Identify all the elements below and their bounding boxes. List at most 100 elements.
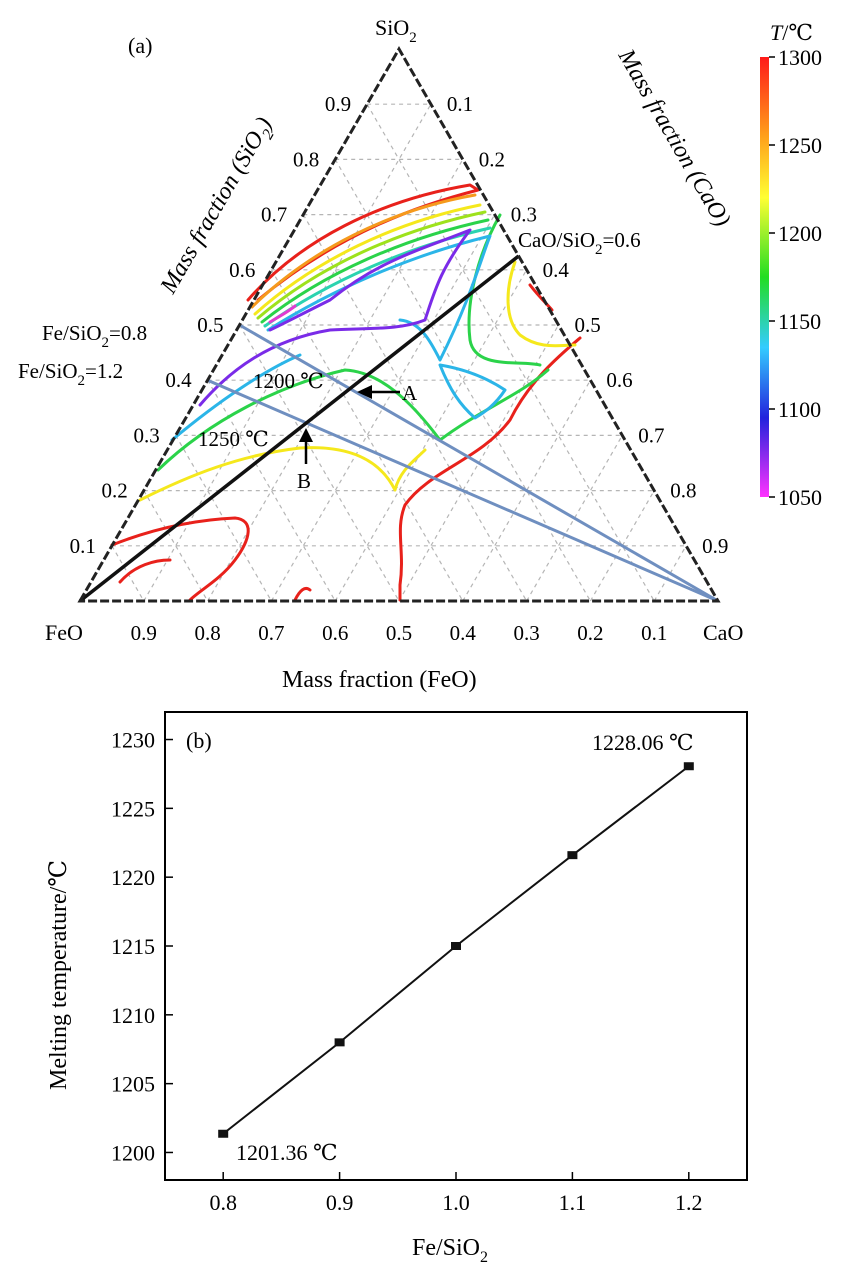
ternary-ticks: 0.9 0.8 0.7 0.6 0.5 0.4 0.3 0.2 0.1 0.1 0.2 0.3 0.4 0… xyxy=(70,92,729,645)
tick-sio2: 0.9 xyxy=(325,92,351,116)
tick-sio2: 0.1 xyxy=(70,534,96,558)
panel-b-label: (b) xyxy=(186,728,212,753)
panel-a-label: (a) xyxy=(128,33,152,58)
colorbar-tick-label: 1100 xyxy=(778,397,821,422)
arrow-b-head xyxy=(299,428,313,442)
data-point xyxy=(683,762,694,771)
triangle-frame xyxy=(77,46,721,603)
tick-cao: 0.4 xyxy=(543,258,570,282)
tick-feo: 0.8 xyxy=(194,621,220,645)
tick-sio2: 0.8 xyxy=(293,147,319,171)
tick-sio2: 0.5 xyxy=(197,313,223,337)
axes: 1200 1205 1210 1215 1220 1225 1230 0.8 0.9 1.0 1.1… xyxy=(111,728,703,1215)
tick-feo: 0.1 xyxy=(641,621,667,645)
composition-line-2 xyxy=(78,254,520,603)
tick-sio2: 0.3 xyxy=(133,423,159,447)
colorbar-ticks: 1300 1250 1200 1150 1100 1050 xyxy=(769,45,822,510)
composition-line-1 xyxy=(207,378,719,603)
isotherm-1150-loop xyxy=(438,363,507,420)
axis-title-cao: Mass fraction (CaO) xyxy=(612,44,735,231)
y-axis-title: Melting temperature/℃ xyxy=(46,860,72,1090)
grid-line-cao xyxy=(207,159,464,602)
annotation-1200: 1200 ℃ xyxy=(253,369,324,393)
axis-title-feo: Mass fraction (FeO) xyxy=(282,667,477,693)
annotation-b: B xyxy=(297,469,311,493)
tick-cao: 0.7 xyxy=(638,423,664,447)
series xyxy=(218,762,694,1138)
x-tick-label: 1.1 xyxy=(559,1190,587,1215)
tick-cao: 0.5 xyxy=(575,313,601,337)
colorbar-tick-label: 1050 xyxy=(778,485,822,510)
line-label-fe-sio2-12: Fe/SiO2=1.2 xyxy=(18,359,123,389)
tick-feo: 0.9 xyxy=(131,621,157,645)
tick-sio2: 0.4 xyxy=(165,368,192,392)
tick-cao: 0.8 xyxy=(670,479,696,503)
vertex-feo: FeO xyxy=(45,620,83,645)
tick-feo: 0.5 xyxy=(386,621,412,645)
tick-cao: 0.2 xyxy=(479,147,505,171)
vertex-sio2: SiO2 xyxy=(375,15,417,46)
x-tick-label: 0.9 xyxy=(326,1190,354,1215)
isotherm-1250-upper xyxy=(253,203,482,316)
data-point xyxy=(451,942,461,950)
tick-cao: 0.1 xyxy=(447,92,473,116)
grid-line-cao xyxy=(270,214,496,602)
x-axis-title: Fe/SiO2 xyxy=(412,1235,488,1266)
annotation-a: A xyxy=(402,381,418,405)
tick-feo: 0.6 xyxy=(322,621,348,645)
tick-cao: 0.3 xyxy=(511,203,537,227)
isotherm-1200-lower xyxy=(156,368,550,472)
tick-feo: 0.7 xyxy=(258,621,284,645)
isotherm-1300-right xyxy=(528,283,554,312)
tick-sio2: 0.2 xyxy=(102,479,128,503)
grid-line-cao xyxy=(589,490,655,602)
data-point xyxy=(218,1129,229,1138)
y-tick-label: 1200 xyxy=(111,1140,155,1165)
ternary-panel: (a) xyxy=(18,15,822,693)
arrow-a-head xyxy=(357,385,372,399)
grid-line-feo xyxy=(302,214,528,602)
line-label-cao-sio2: CaO/SiO2=0.6 xyxy=(518,228,641,258)
grid-line-cao xyxy=(653,545,687,602)
tick-cao: 0.9 xyxy=(702,534,728,558)
isotherm-1050 xyxy=(268,304,297,324)
ternary-frame xyxy=(77,46,721,603)
y-tick-label: 1210 xyxy=(111,1003,155,1028)
colorbar-tick-label: 1300 xyxy=(778,45,822,70)
x-tick-label: 1.2 xyxy=(675,1190,703,1215)
composition-lines xyxy=(78,254,719,603)
data-point xyxy=(334,1038,345,1047)
isotherm-1300-feo2 xyxy=(118,558,172,584)
isotherm-contours xyxy=(110,183,582,602)
annotation-1250: 1250 ℃ xyxy=(198,427,269,451)
line-chart-panel: (b) 1200 1205 1210 1215 1220 1225 1230 0.8 0.9 1.… xyxy=(46,711,748,1266)
grid-line-feo xyxy=(238,324,400,602)
tick-sio2: 0.6 xyxy=(229,258,255,282)
tick-sio2: 0.7 xyxy=(261,203,287,227)
annotation-max: 1228.06 ℃ xyxy=(592,730,694,755)
grid-line-feo xyxy=(366,103,655,602)
data-point xyxy=(567,851,578,860)
colorbar-title: T/℃ xyxy=(770,20,813,45)
line-label-fe-sio2-08: Fe/SiO2=0.8 xyxy=(42,321,147,351)
y-tick-label: 1220 xyxy=(111,865,155,890)
vertex-cao: CaO xyxy=(703,620,743,645)
tick-feo: 0.4 xyxy=(450,621,477,645)
isotherm-1275 xyxy=(250,193,477,309)
colorbar-tick-label: 1150 xyxy=(778,309,821,334)
isotherm-1250-right xyxy=(506,260,577,348)
grid-line-cao xyxy=(462,379,591,602)
tick-cao: 0.6 xyxy=(606,368,632,392)
tick-feo: 0.2 xyxy=(577,621,603,645)
colorbar xyxy=(760,57,769,497)
x-tick-label: 0.8 xyxy=(209,1190,237,1215)
y-tick-label: 1205 xyxy=(111,1072,155,1097)
annotation-min: 1201.36 ℃ xyxy=(236,1140,338,1165)
grid-line-feo xyxy=(111,545,145,602)
isotherm-1200-upper xyxy=(260,218,490,324)
isotherm-1075 xyxy=(198,228,472,407)
isotherm-1300-bottom xyxy=(293,586,312,602)
isotherm-1225 xyxy=(256,210,487,320)
grid-line-feo xyxy=(143,490,209,602)
